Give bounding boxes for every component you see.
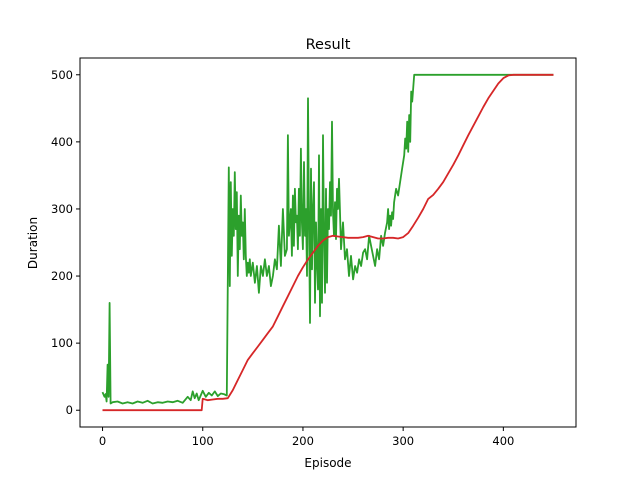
x-tick-label: 100 (192, 434, 214, 448)
y-tick-label: 0 (66, 403, 73, 417)
y-tick-label: 300 (51, 202, 73, 216)
x-tick-label: 0 (99, 434, 106, 448)
y-tick-label: 500 (51, 68, 73, 82)
x-axis-label: Episode (304, 456, 351, 470)
chart-title: Result (306, 37, 351, 53)
y-tick-label: 400 (51, 135, 73, 149)
x-tick-label: 400 (492, 434, 514, 448)
plot-frame (79, 57, 577, 428)
axes: 0 100 200 300 400 0 100 200 300 400 500 (51, 68, 514, 448)
y-tick-label: 200 (51, 269, 73, 283)
series-line-1 (101, 73, 554, 405)
plot-series (101, 73, 554, 412)
series-line-2 (102, 73, 554, 412)
x-tick-label: 200 (292, 434, 314, 448)
y-axis-label: Duration (26, 217, 40, 269)
y-tick-label: 100 (51, 336, 73, 350)
x-tick-label: 300 (392, 434, 414, 448)
